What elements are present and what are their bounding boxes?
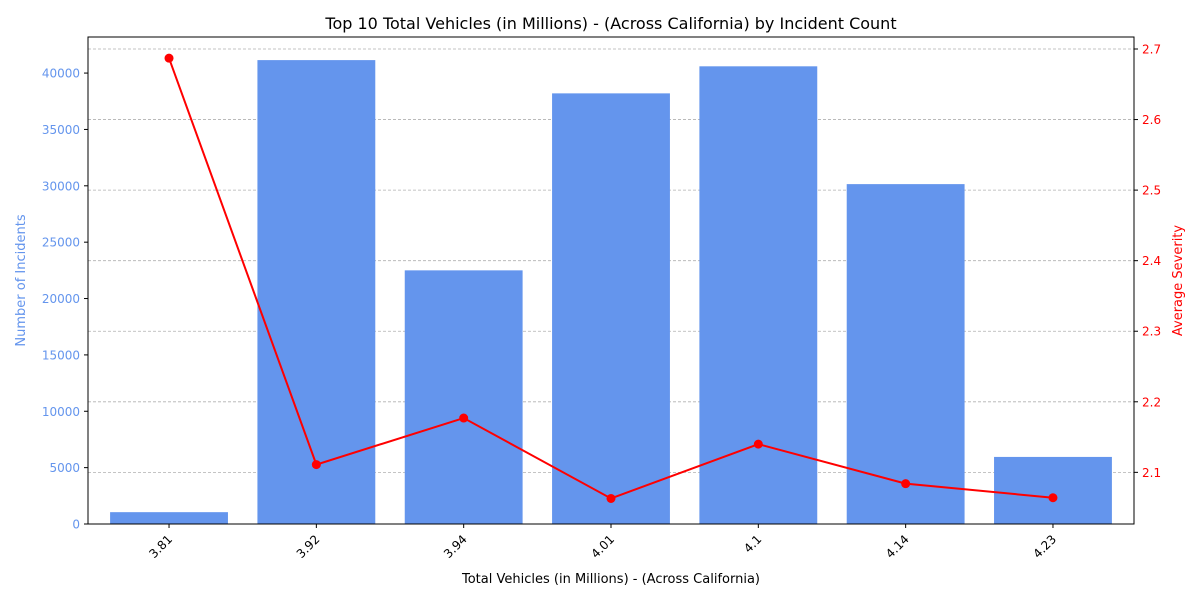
y-left-tick-label: 35000: [42, 123, 80, 137]
x-tick-label: 4.01: [588, 532, 617, 561]
x-tick-label: 3.81: [146, 532, 175, 561]
y-left-tick-label: 0: [72, 518, 80, 532]
y-right-tick-label: 2.2: [1142, 395, 1161, 409]
y-right-tick-label: 2.7: [1142, 42, 1161, 56]
x-tick-label: 3.92: [294, 532, 323, 561]
severity-line-series: [164, 53, 1058, 503]
y-right-tick-label: 2.6: [1142, 113, 1161, 127]
y-left-tick-label: 20000: [42, 292, 80, 306]
y-left-tick-label: 10000: [42, 405, 80, 419]
severity-point-3.94: [459, 413, 469, 423]
severity-point-4.23: [1048, 493, 1058, 503]
chart-title: Top 10 Total Vehicles (in Millions) - (A…: [324, 14, 896, 33]
severity-point-3.92: [311, 460, 321, 470]
x-axis-label: Total Vehicles (in Millions) - (Across C…: [461, 572, 760, 587]
x-tick-label: 4.23: [1030, 532, 1059, 561]
severity-point-3.81: [164, 53, 174, 63]
x-tick-label: 4.1: [741, 532, 764, 555]
y-left-tick-label: 15000: [42, 348, 80, 362]
y-left-tick-label: 5000: [49, 461, 80, 475]
y-left-tick-label: 25000: [42, 236, 80, 250]
bar-3.94: [404, 270, 523, 524]
y-right-tick-label: 2.3: [1142, 325, 1161, 339]
bar-3.92: [257, 60, 376, 524]
severity-point-4.1: [753, 439, 763, 449]
y-right-tick-label: 2.1: [1142, 466, 1161, 480]
y-left-tick-label: 30000: [42, 179, 80, 193]
bars: [110, 60, 1112, 525]
x-tick-label: 4.14: [883, 532, 912, 561]
y-axis-right: 2.1 2.2 2.3 2.4 2.5 2.6 2.7: [1134, 42, 1161, 480]
y-axis-left-label: Number of Incidents: [14, 214, 29, 346]
y-left-tick-label: 40000: [42, 67, 80, 81]
severity-point-4.01: [606, 493, 616, 503]
y-axis-right-label: Average Severity: [1171, 225, 1186, 337]
bar-4.01: [552, 93, 670, 525]
x-axis: 3.81 3.92 3.94 4.01 4.1 4.14 4.23: [146, 524, 1059, 561]
bar-3.81: [110, 512, 228, 524]
y-right-tick-label: 2.5: [1142, 184, 1161, 198]
y-right-tick-label: 2.4: [1142, 254, 1161, 268]
severity-point-4.14: [901, 479, 911, 489]
bar-4.23: [994, 456, 1112, 524]
y-axis-left: 0 5000 10000 15000 20000 25000 30000 35000 40000: [42, 67, 88, 532]
bar-4.14: [846, 184, 965, 525]
x-tick-label: 3.94: [441, 532, 470, 561]
